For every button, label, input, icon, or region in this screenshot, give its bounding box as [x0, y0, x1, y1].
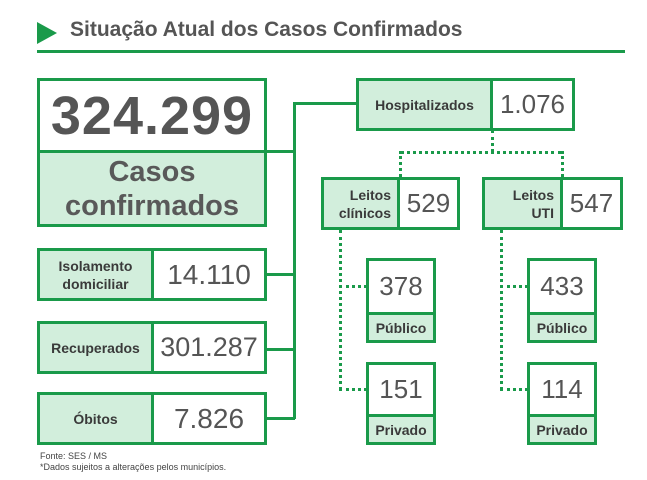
clinical-beds-value-box: 529: [397, 177, 460, 230]
deaths-value-box: 7.826: [151, 392, 267, 445]
dotted-icu-trunk: [500, 230, 503, 390]
dotted-to-icu: [561, 151, 564, 177]
hospitalized-value: 1.076: [499, 89, 566, 119]
isolation-value-box: 14.110: [151, 248, 267, 301]
icu-private-value-box: 114: [527, 362, 597, 417]
confirmed-value: 324.299: [50, 85, 254, 146]
icu-public-label: Público: [536, 319, 588, 336]
icu-beds-label-line1: Leitos: [512, 186, 554, 203]
connector-hosp: [293, 102, 357, 105]
confirmed-value-box: 324.299: [37, 78, 267, 153]
hospitalized-value-box: 1.076: [490, 78, 575, 131]
dotted-icu-private: [500, 388, 528, 391]
page-title: Situação Atual dos Casos Confirmados: [70, 18, 463, 41]
clinical-private-value-box: 151: [366, 362, 436, 417]
clinical-beds-label-box: Leitos clínicos: [321, 177, 400, 230]
dotted-beds-bar: [400, 151, 562, 154]
icu-beds-label-box: Leitos UTI: [482, 177, 563, 230]
connector-recovered: [265, 348, 295, 351]
footer-note: *Dados sujeitos a alterações pelos munic…: [40, 462, 227, 472]
connector-isolation: [265, 273, 295, 276]
dotted-hosp-down: [491, 130, 494, 152]
icu-beds-value-box: 547: [560, 177, 623, 230]
clinical-beds-label-line2: clínicos: [338, 204, 391, 221]
deaths-label-box: Óbitos: [37, 392, 154, 445]
icu-private-label: Privado: [536, 421, 588, 438]
clinical-private-value: 151: [379, 374, 423, 404]
isolation-label-box: Isolamento domiciliar: [37, 248, 154, 301]
icu-public-value: 433: [540, 271, 584, 301]
clinical-private-label: Privado: [375, 421, 427, 438]
clinical-public-label-box: Público: [366, 312, 436, 343]
connector-confirmed: [265, 150, 295, 153]
icu-private-value: 114: [541, 374, 583, 404]
deaths-label: Óbitos: [73, 410, 118, 427]
play-arrow-icon: [37, 22, 57, 44]
clinical-public-value: 378: [379, 271, 423, 301]
icu-beds-label-line2: UTI: [531, 204, 554, 221]
confirmed-label-line1: Casos: [108, 155, 196, 188]
hospitalized-label-box: Hospitalizados: [356, 78, 493, 131]
clinical-public-value-box: 378: [366, 258, 436, 315]
isolation-label-line2: domiciliar: [62, 275, 129, 292]
dotted-clinical-private: [339, 388, 367, 391]
footer-source: Fonte: SES / MS: [40, 451, 108, 461]
isolation-value: 14.110: [167, 258, 251, 290]
clinical-private-label-box: Privado: [366, 414, 436, 445]
confirmed-label-box: Casos confirmados: [37, 150, 267, 227]
clinical-public-label: Público: [375, 319, 427, 336]
recovered-value-box: 301.287: [151, 321, 267, 374]
icu-private-label-box: Privado: [527, 414, 597, 445]
icu-beds-value: 547: [569, 188, 614, 218]
title-underline: [37, 50, 625, 53]
hospitalized-label: Hospitalizados: [375, 96, 474, 113]
recovered-label: Recuperados: [51, 339, 140, 356]
confirmed-label-line2: confirmados: [64, 189, 240, 222]
dotted-clinical-public: [339, 285, 367, 288]
dotted-clinical-trunk: [339, 230, 342, 390]
icu-public-label-box: Público: [527, 312, 597, 343]
clinical-beds-label-line1: Leitos: [349, 186, 391, 203]
recovered-label-box: Recuperados: [37, 321, 154, 374]
deaths-value: 7.826: [173, 402, 245, 434]
dotted-to-clinical: [399, 151, 402, 177]
clinical-beds-value: 529: [406, 188, 451, 218]
icu-public-value-box: 433: [527, 258, 597, 315]
recovered-value: 301.287: [160, 332, 258, 362]
dotted-icu-public: [500, 285, 528, 288]
connector-deaths: [265, 417, 295, 420]
isolation-label-line1: Isolamento: [58, 257, 133, 274]
connector-trunk: [293, 102, 296, 419]
